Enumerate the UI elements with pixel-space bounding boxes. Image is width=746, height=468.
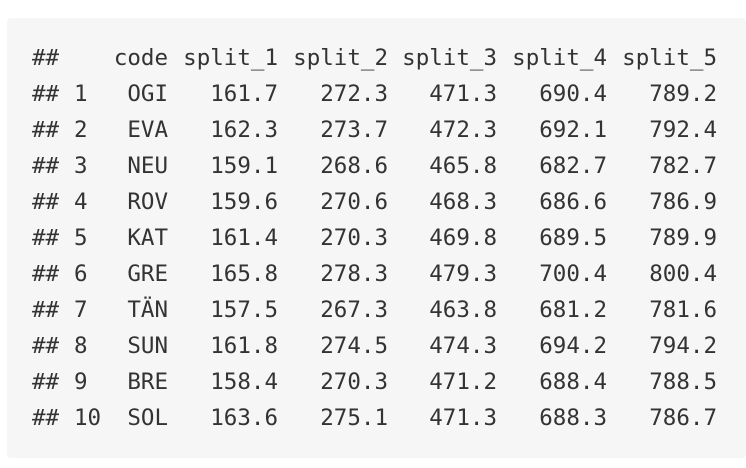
value: 688.3: [539, 405, 607, 431]
value: 800.4: [649, 261, 717, 287]
code-output: [7, 18, 746, 458]
value: 471.3: [429, 81, 497, 107]
column-header: split_4: [512, 45, 607, 71]
value: 165.8: [210, 261, 278, 287]
value: 690.4: [539, 81, 607, 107]
row-name: 6: [74, 261, 88, 287]
value: 274.5: [320, 333, 388, 359]
value: 474.3: [429, 333, 497, 359]
value: 159.1: [210, 153, 278, 179]
row-name: 5: [74, 225, 88, 251]
value: 159.6: [210, 189, 278, 215]
prompt: ##: [32, 189, 60, 215]
value: 788.5: [649, 369, 717, 395]
value: 158.4: [210, 369, 278, 395]
value: 268.6: [320, 153, 388, 179]
value: 689.5: [539, 225, 607, 251]
prompt: ##: [32, 153, 60, 179]
value: 692.1: [539, 117, 607, 143]
prompt: ##: [32, 117, 60, 143]
value: 794.2: [649, 333, 717, 359]
prompt: ##: [32, 225, 60, 251]
value: 272.3: [320, 81, 388, 107]
row-name: 4: [74, 189, 88, 215]
value: 471.2: [429, 369, 497, 395]
row-name: 2: [74, 117, 88, 143]
value: 700.4: [539, 261, 607, 287]
value: 270.3: [320, 369, 388, 395]
value: 472.3: [429, 117, 497, 143]
code: SUN: [127, 333, 168, 359]
value: 278.3: [320, 261, 388, 287]
value: 471.3: [429, 405, 497, 431]
code: BRE: [127, 369, 168, 395]
prompt: ##: [32, 297, 60, 323]
row-name: 8: [74, 333, 88, 359]
value: 789.2: [649, 81, 717, 107]
value: 463.8: [429, 297, 497, 323]
value: 157.5: [210, 297, 278, 323]
value: 161.4: [210, 225, 278, 251]
value: 688.4: [539, 369, 607, 395]
value: 469.8: [429, 225, 497, 251]
value: 270.3: [320, 225, 388, 251]
column-header: split_5: [622, 45, 717, 71]
value: 682.7: [539, 153, 607, 179]
value: 270.6: [320, 189, 388, 215]
value: 479.3: [429, 261, 497, 287]
value: 694.2: [539, 333, 607, 359]
value: 273.7: [320, 117, 388, 143]
row-name: 1: [74, 81, 88, 107]
prompt: ##: [32, 81, 60, 107]
value: 275.1: [320, 405, 388, 431]
value: 163.6: [210, 405, 278, 431]
prompt: ##: [32, 45, 60, 71]
value: 786.9: [649, 189, 717, 215]
prompt: ##: [32, 261, 60, 287]
value: 781.6: [649, 297, 717, 323]
row-name: 3: [74, 153, 88, 179]
code: KAT: [127, 225, 168, 251]
value: 465.8: [429, 153, 497, 179]
value: 782.7: [649, 153, 717, 179]
row-name: 7: [74, 297, 88, 323]
code: OGI: [127, 81, 168, 107]
value: 792.4: [649, 117, 717, 143]
value: 162.3: [210, 117, 278, 143]
value: 468.3: [429, 189, 497, 215]
column-header: split_3: [402, 45, 497, 71]
prompt: ##: [32, 405, 60, 431]
code: GRE: [127, 261, 168, 287]
code: TÄN: [127, 297, 168, 323]
value: 161.7: [210, 81, 278, 107]
column-header: split_1: [183, 45, 278, 71]
code: SOL: [127, 405, 168, 431]
code: NEU: [127, 153, 168, 179]
row-name: 10: [74, 405, 102, 431]
code: EVA: [127, 117, 168, 143]
prompt: ##: [32, 369, 60, 395]
code: ROV: [127, 189, 168, 215]
column-header: split_2: [293, 45, 388, 71]
value: 681.2: [539, 297, 607, 323]
row-name: 9: [74, 369, 88, 395]
value: 267.3: [320, 297, 388, 323]
value: 789.9: [649, 225, 717, 251]
value: 161.8: [210, 333, 278, 359]
column-header: code: [113, 45, 168, 71]
value: 786.7: [649, 405, 717, 431]
value: 686.6: [539, 189, 607, 215]
prompt: ##: [32, 333, 60, 359]
